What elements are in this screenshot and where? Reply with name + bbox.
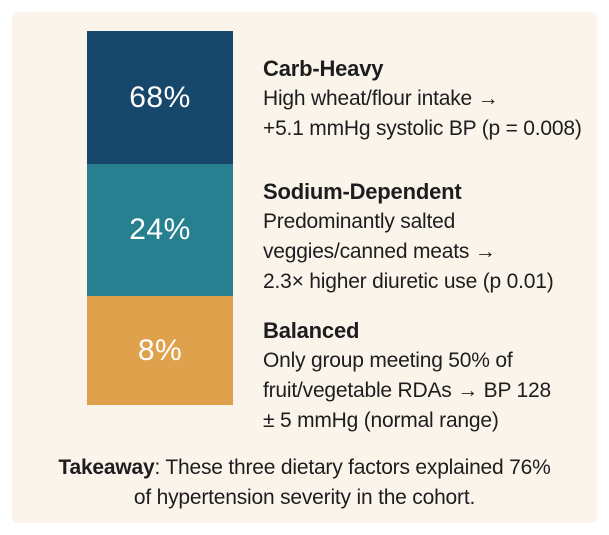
annotation-line: veggies/canned meats →	[263, 240, 496, 263]
annotation-title-sodium-dependent: Sodium-Dependent	[263, 179, 462, 204]
annotation-line: 2.3× higher diuretic use (p 0.01)	[263, 270, 554, 293]
annotation-title-carb-heavy: Carb-Heavy	[263, 56, 384, 81]
takeaway-note: Takeaway: These three dietary factors ex…	[0, 453, 609, 513]
annotation-title-balanced: Balanced	[263, 318, 360, 343]
takeaway-text-1: : These three dietary factors explained …	[154, 456, 551, 479]
annotation-line: fruit/vegetable RDAs → BP 128	[263, 379, 551, 402]
segment-value-label-balanced: 8%	[137, 333, 183, 367]
annotation-line: High wheat/flour intake →	[263, 87, 499, 110]
takeaway-label: Takeaway	[58, 456, 155, 479]
takeaway-line-1: Takeaway: These three dietary factors ex…	[0, 453, 609, 483]
annotation-line: Only group meeting 50% of	[263, 349, 513, 372]
annotation-balanced: Balanced Only group meeting 50% of fruit…	[263, 316, 593, 436]
bar-segment-carb-heavy: 68%	[87, 31, 233, 164]
takeaway-line-2: of hypertension severity in the cohort.	[133, 486, 476, 509]
annotation-carb-heavy: Carb-Heavy High wheat/flour intake → +5.…	[263, 54, 593, 144]
annotation-line: Predominantly salted	[263, 210, 456, 233]
annotation-sodium-dependent: Sodium-Dependent Predominantly salted ve…	[263, 177, 593, 297]
bar-segment-sodium-dependent: 24%	[87, 164, 233, 296]
annotation-line: +5.1 mmHg systolic BP (p = 0.008)	[263, 117, 582, 140]
annotation-line: ± 5 mmHg (normal range)	[263, 409, 499, 432]
segment-value-label-sodium-dependent: 24%	[129, 213, 191, 246]
segment-value-label-carb-heavy: 68%	[129, 80, 191, 114]
stacked-bar: 68% 24% 8%	[87, 31, 233, 405]
bar-segment-balanced: 8%	[87, 296, 233, 405]
